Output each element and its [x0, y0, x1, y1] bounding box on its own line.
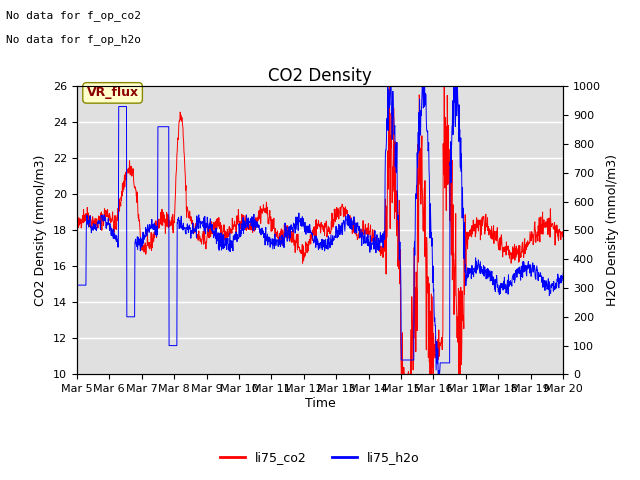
Y-axis label: CO2 Density (mmol/m3): CO2 Density (mmol/m3) [35, 155, 47, 306]
Legend: li75_co2, li75_h2o: li75_co2, li75_h2o [215, 446, 425, 469]
Text: No data for f_op_h2o: No data for f_op_h2o [6, 34, 141, 45]
Text: No data for f_op_co2: No data for f_op_co2 [6, 10, 141, 21]
X-axis label: Time: Time [305, 397, 335, 410]
Y-axis label: H2O Density (mmol/m3): H2O Density (mmol/m3) [607, 155, 620, 306]
Text: VR_flux: VR_flux [86, 86, 139, 99]
Title: CO2 Density: CO2 Density [268, 67, 372, 85]
